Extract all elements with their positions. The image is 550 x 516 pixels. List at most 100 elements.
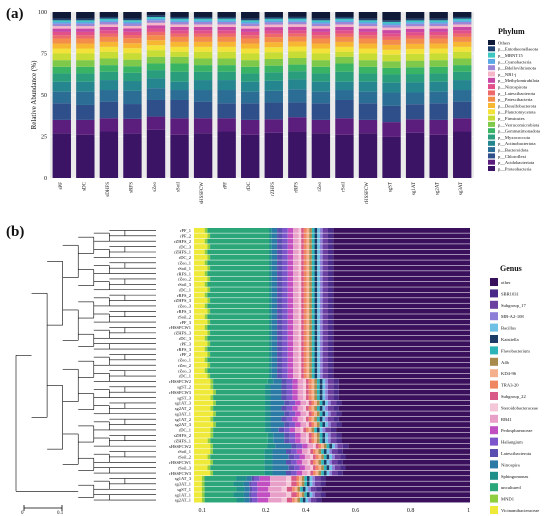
bar-segment-kd4-96-row-22 [306, 341, 310, 347]
row-label: sg1AT_3 [175, 476, 192, 481]
row-label: rHSSFCW3 [169, 471, 192, 476]
bar-segment-p-myxococcota-rzeo [311, 73, 331, 82]
bar-segment-mb-a2-108-row-18 [319, 319, 323, 325]
legend-label-others: Others [498, 40, 510, 45]
bar-segment-nitrospira-row-32 [270, 395, 282, 401]
bar-segment-mb-a2-108-row-33 [327, 400, 331, 406]
bar-segment-p-gemmatimonadota-shssfcw [193, 65, 213, 72]
bar-segment-rb41-row-46 [302, 470, 308, 476]
row-label: rZeo_1 [178, 260, 191, 265]
bar-segment-p-methylomirabilota-rzeo [311, 28, 331, 32]
bar-segment-kd4-96-row-16 [306, 308, 310, 314]
bar-segment-subgroup-17-row-20 [322, 330, 328, 336]
bar-segment-kaistiella-row-5 [314, 249, 318, 255]
bar-segment-others-shssfcw [193, 12, 213, 17]
legend-title: Genus [500, 264, 522, 273]
bar-segment-other-row-30 [338, 384, 470, 390]
bar-segment-p-myxococcota-rzhfs [264, 72, 283, 81]
bar-segment-p-methylomirabilota-sg3at [453, 26, 472, 31]
bar-segment-p-bdellovibrionota-rzhfs [264, 22, 283, 25]
bar-segment-mnd1-row-5 [204, 249, 208, 255]
legend-swatch-p-proteobacteria [488, 166, 495, 171]
bar-segment-rb41-row-5 [293, 249, 299, 255]
bar-segment-pedosphaeraceae-row-39 [295, 432, 301, 438]
legend-label-p-verrucomicrobiota: p__Verrucomicrobiota [498, 122, 539, 127]
bar-segment-rb41-row-25 [293, 357, 299, 363]
bar-segment-pedosphaeraceae-row-16 [287, 308, 294, 314]
row-label: sg2AT_1 [175, 498, 191, 503]
bar-segment-kaistiella-row-33 [322, 400, 326, 406]
bar-segment-p-cyanobacteria-sdc [76, 21, 95, 24]
bar-segment-flavobacterium-row-37 [319, 422, 323, 427]
bar-segment-latescibacterota-row-2 [277, 233, 283, 239]
x-tick-label: rZHFS [271, 182, 276, 196]
bar-segment-p-planctomycetota-sg3at [453, 46, 472, 52]
bar-segment-p-nitrospirota-rpf [217, 30, 236, 34]
bar-segment-bacillus-row-25 [317, 357, 320, 363]
x-tick-label: sPF [59, 182, 64, 190]
bar-segment-p-methylomirabilota-sg1at [405, 28, 425, 33]
bar-segment-others-sg3at [453, 12, 472, 17]
row-label: rDC_3 [179, 336, 192, 341]
x-tick-label: sgST [389, 182, 394, 192]
bar-segment-sphingomonas-row-13 [269, 292, 272, 298]
bar-segment-sbr1031-row-4 [327, 244, 334, 250]
row-label: rZeo_2 [178, 363, 191, 368]
bar-segment-kaistiella-row-43 [326, 454, 330, 460]
bar-segment-p-nitrospirota-rdc [241, 31, 260, 36]
bar-segment-p-bacteroidota-szeo [146, 88, 166, 100]
bar-segment-p-latescibacterota-rsoil [335, 33, 354, 37]
bar-segment-mb-a2-108-row-32 [325, 395, 328, 401]
bar-segment-kaistiella-row-8 [314, 265, 318, 271]
bar-segment-latescibacterota-row-28 [277, 373, 283, 379]
bar-segment-subgroup-17-row-5 [322, 249, 328, 255]
bar-segment-p-myxococcota-sg2at [429, 73, 448, 82]
bar-segment-p-latescibacterota-rrfs [288, 33, 307, 37]
bar-segment-pedosphaeraceae-row-29 [292, 378, 298, 384]
bar-segment-sphingomonas-row-8 [269, 265, 272, 271]
bar-segment-sphingomonas-row-1 [269, 228, 272, 233]
bar-segment-p-bdellovibrionota-sdc [76, 23, 95, 27]
bar-segment-subgroup-22-row-6 [301, 254, 304, 260]
bar-segment-p-firmicutes-rsoil [335, 51, 354, 57]
row-label: rZHFS_2 [174, 239, 191, 244]
bar-segment-bacillus-row-12 [317, 287, 320, 293]
bar-segment-mb-a2-108-row-20 [319, 330, 323, 336]
bar-segment-a4b-row-34 [314, 405, 317, 411]
bar-segment-a4b-row-47 [301, 476, 305, 481]
bar-segment-nitrospira-row-22 [271, 341, 278, 347]
bar-segment-p-proteobacteria-sdc [76, 134, 95, 178]
bar-segment-flavobacterium-row-10 [311, 276, 315, 282]
bar-segment-others-rzhfs [264, 12, 283, 18]
bar-segment-p-bdellovibrionota-rpf [217, 21, 236, 25]
legend-swatch-nitrospira [490, 460, 498, 469]
bar-segment-p-proteobacteria-rdc [241, 134, 260, 178]
bar-segment-latescibacterota-row-41 [291, 443, 297, 449]
bar-segment-p-planctomycetota-rsoil [335, 46, 354, 52]
bar-segment-a4b-row-45 [321, 465, 324, 471]
bar-segment-rb41-row-22 [293, 341, 299, 347]
bar-segment-p-myxococcota-sgst [382, 74, 401, 83]
bar-segment-flavobacterium-row-28 [311, 373, 315, 379]
bar-segment-rb41-row-44 [302, 459, 308, 465]
bar-segment-kd4-96-row-19 [306, 325, 310, 330]
bar-segment-p-gemmatimonadota-sg3at [453, 65, 472, 72]
legend-swatch-bacillus [490, 323, 498, 332]
bar-segment-tra3-20-row-16 [303, 308, 307, 314]
row-label: rPF_3 [180, 341, 192, 346]
bar-segment-haliangium-row-31 [286, 389, 293, 395]
bar-segment-kd4-96-row-23 [306, 346, 310, 352]
bar-segment-kaistiella-row-4 [314, 244, 318, 250]
bar-segment-p-gemmatimonadota-sg1at [405, 67, 425, 75]
bar-segment-others-sdhfs [99, 12, 119, 17]
bar-segment-nitrospira-row-1 [271, 228, 278, 233]
bar-segment-nitrospira-row-16 [271, 308, 278, 314]
bar-segment-bacillus-row-40 [325, 438, 328, 444]
bar-segment-p-latescibacterota-sdhfs [99, 33, 119, 37]
bar-segment-p-myxococcota-sg1at [405, 74, 425, 83]
bar-segment-other-row-15 [333, 303, 470, 309]
bar-segment-kd4-96-row-10 [306, 276, 310, 282]
x-tick-label: sSoil [177, 181, 182, 192]
bar-segment-latescibacterota-row-37 [284, 422, 290, 427]
